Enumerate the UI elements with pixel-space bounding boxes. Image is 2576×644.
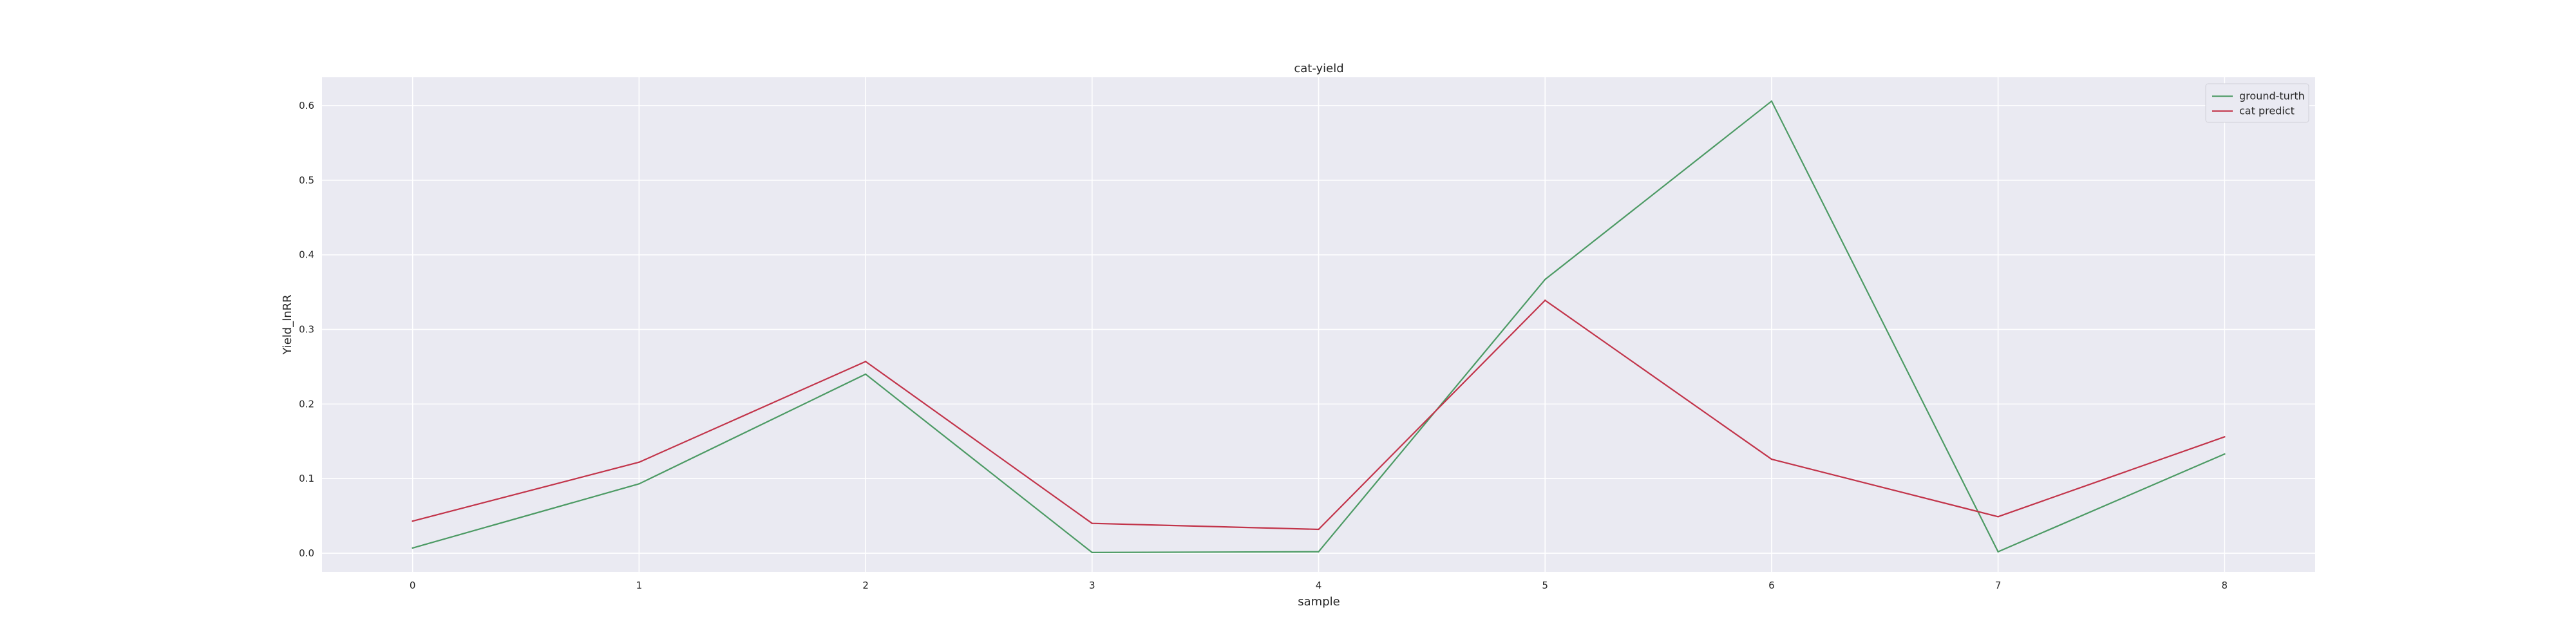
data-point [2224, 453, 2226, 455]
x-tick-labels: 0 1 2 3 4 5 6 7 8 [410, 580, 2228, 591]
series-layer [412, 100, 2226, 554]
x-tick-label: 1 [636, 580, 643, 591]
chart-title: cat-yield [1294, 62, 1343, 75]
legend-entry: ground-turth [2239, 90, 2305, 102]
data-point [1544, 299, 1546, 301]
data-point [412, 547, 413, 549]
y-tick-label: 0.0 [299, 547, 314, 559]
y-tick-label: 0.3 [299, 324, 314, 336]
y-axis-label: Yield_lnRR [281, 294, 294, 355]
x-tick-label: 5 [1542, 580, 1548, 591]
data-point [1318, 528, 1320, 531]
data-point [638, 483, 640, 485]
y-tick-label: 0.6 [299, 100, 314, 111]
x-tick-label: 2 [862, 580, 869, 591]
data-point [1091, 522, 1093, 524]
legend-box [2205, 83, 2309, 123]
data-point [1544, 278, 1546, 281]
y-tick-labels: 0.0 0.1 0.2 0.3 0.4 0.5 0.6 [299, 100, 314, 559]
y-tick-label: 0.4 [299, 249, 314, 261]
data-point [1997, 516, 1999, 518]
data-point [1770, 458, 1773, 460]
data-point [864, 373, 867, 375]
grid [322, 77, 2315, 572]
x-tick-label: 8 [2222, 580, 2228, 591]
y-tick-label: 0.5 [299, 175, 314, 186]
data-point [864, 361, 867, 363]
y-tick-label: 0.2 [299, 398, 314, 410]
x-tick-label: 7 [1995, 580, 2002, 591]
x-axis-label: sample [1298, 595, 1340, 609]
legend-entry: cat predict [2239, 105, 2295, 117]
x-tick-label: 6 [1768, 580, 1775, 591]
legend: ground-turth cat predict [2205, 83, 2309, 123]
data-point [1770, 100, 1773, 102]
data-point [638, 461, 640, 463]
x-tick-label: 0 [410, 580, 416, 591]
data-point [1318, 551, 1320, 553]
data-point [2224, 436, 2226, 438]
x-tick-label: 3 [1089, 580, 1095, 591]
y-tick-label: 0.1 [299, 473, 314, 484]
data-point [1091, 551, 1093, 554]
data-point [412, 520, 413, 522]
x-tick-label: 4 [1316, 580, 1322, 591]
data-point [1997, 551, 1999, 553]
